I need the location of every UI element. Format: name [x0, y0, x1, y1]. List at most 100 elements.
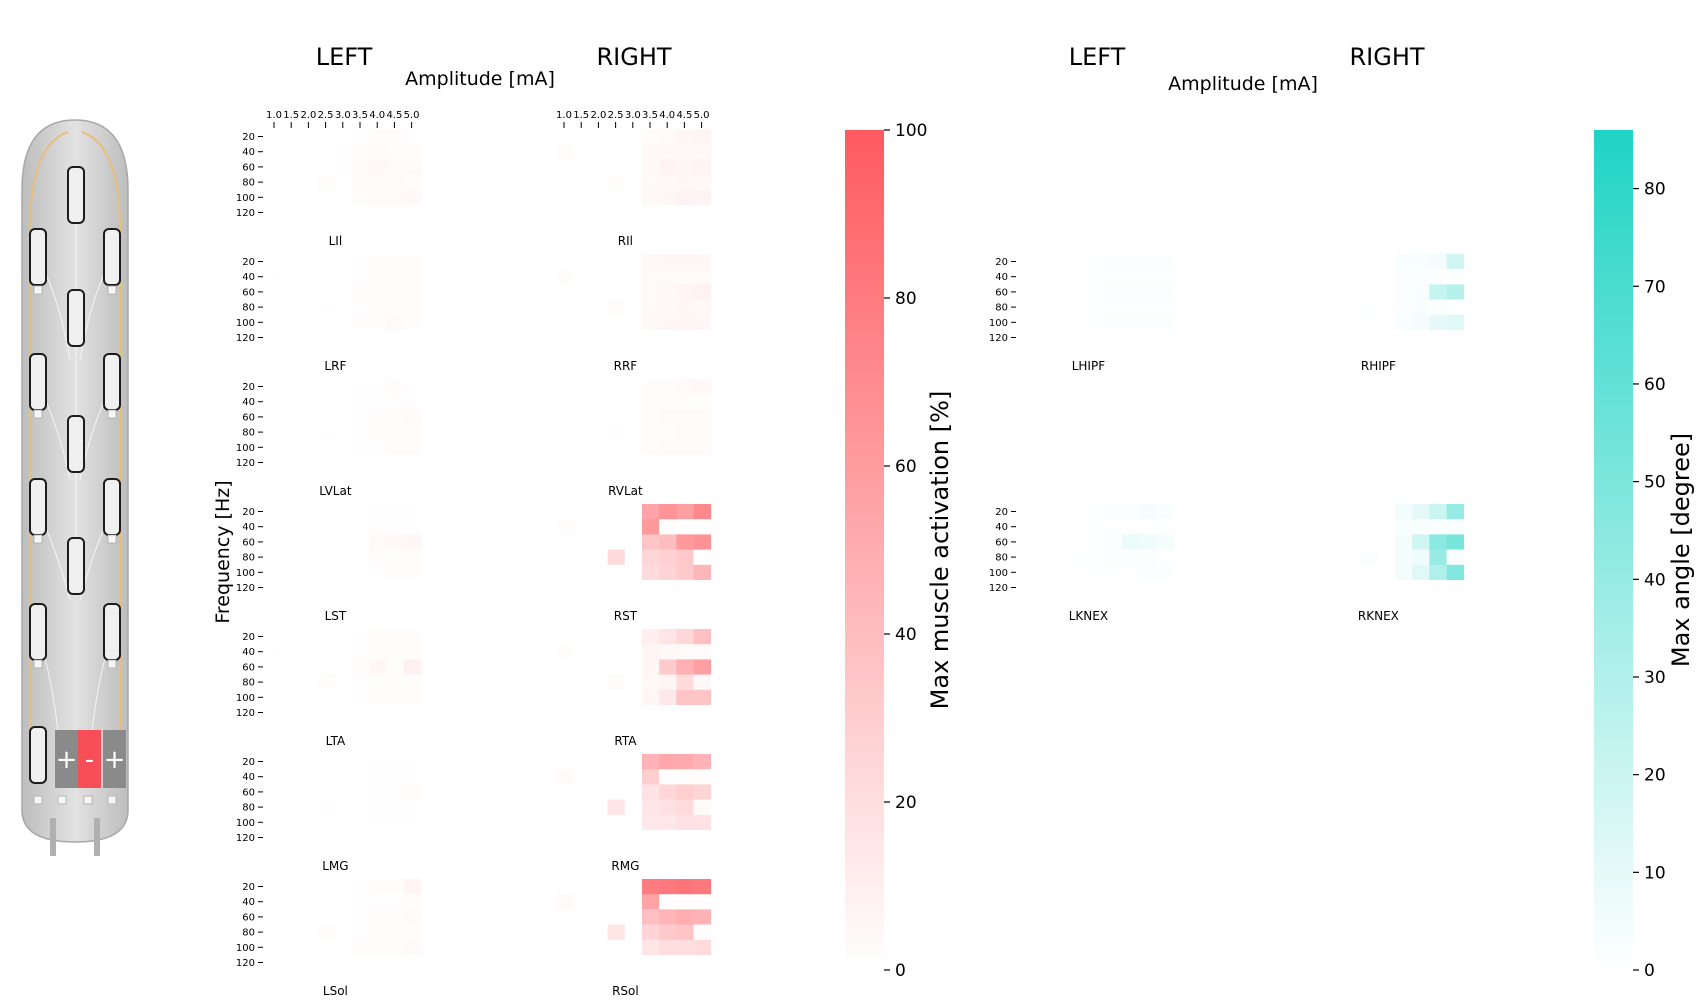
heatmap-cell — [334, 504, 353, 520]
heatmap-cell — [1139, 299, 1157, 316]
heatmap-cell — [624, 909, 643, 925]
heatmap-cell — [1156, 269, 1175, 285]
heatmap-cell — [334, 379, 353, 395]
heatmap-cell — [676, 799, 694, 816]
heatmap-cell — [556, 799, 574, 816]
heatmap-cell — [607, 549, 626, 566]
heatmap-cell — [300, 784, 318, 800]
heatmap-cell — [369, 189, 387, 206]
heatmap-cell — [386, 159, 404, 175]
heatmap-cell — [334, 284, 353, 300]
heatmap-cell — [642, 299, 660, 316]
heatmap-cell — [676, 784, 694, 800]
heatmap-cell — [659, 659, 677, 675]
heatmap-cell — [317, 394, 336, 410]
heatmap-cell — [1343, 269, 1361, 285]
heatmap-cell — [403, 394, 422, 410]
heatmap-cell — [607, 894, 626, 910]
frequency-tick-label: 120 — [236, 583, 255, 594]
heatmap-cell — [352, 284, 370, 300]
heatmap-cell — [573, 644, 591, 660]
heatmap-cell — [386, 564, 404, 581]
heatmap-cell — [642, 394, 660, 410]
heatmap-cell — [607, 519, 626, 535]
heatmap-cell — [1429, 314, 1447, 331]
heatmap-cell — [1019, 330, 1037, 346]
electrode-contact — [103, 478, 121, 536]
heatmap-cell — [676, 924, 694, 941]
heatmap-cell — [1070, 299, 1089, 316]
colorbar-tick-label: 70 — [1644, 277, 1666, 297]
heatmap-cell — [1395, 299, 1413, 316]
heatmap-cell — [659, 799, 677, 816]
heatmap-cell — [659, 129, 677, 145]
frequency-tick-label: 80 — [995, 303, 1008, 314]
heatmap-cell — [369, 799, 387, 816]
heatmap-RTA: RTA — [556, 629, 712, 748]
heatmap-cell — [573, 674, 591, 691]
heatmap-cell — [556, 659, 574, 675]
heatmap-cell — [317, 314, 336, 331]
heatmap-cell — [1139, 504, 1157, 520]
heatmap-cell — [607, 314, 626, 331]
heatmap-cell — [693, 814, 712, 831]
heatmap-cell — [352, 894, 370, 910]
heatmap-cell — [317, 814, 336, 831]
heatmap-cell — [642, 379, 660, 395]
heatmap-cell — [1377, 284, 1396, 300]
heatmap-cell — [334, 439, 353, 456]
heatmap-cell — [1446, 299, 1465, 316]
heatmap-cell — [556, 534, 574, 550]
heatmap-cell — [573, 284, 591, 300]
heatmap-cell — [607, 705, 626, 721]
heatmap-cell — [1139, 314, 1157, 331]
heatmap-cell — [1412, 284, 1430, 300]
heatmap-cell — [573, 909, 591, 925]
heatmap-cell — [266, 379, 284, 395]
heatmap-cell — [556, 284, 574, 300]
heatmap-cell — [1122, 504, 1140, 520]
frequency-tick-label: 120 — [236, 458, 255, 469]
heatmap-cell — [1122, 314, 1140, 331]
heatmap-cell — [334, 784, 353, 800]
heatmap-cell — [317, 769, 336, 785]
muscle-left-header: LEFT — [316, 43, 373, 71]
heatmap-cell — [403, 379, 422, 395]
heatmap-cell — [1105, 534, 1123, 550]
heatmap-cell — [369, 659, 387, 675]
heatmap-cell — [1105, 580, 1123, 596]
heatmap-cell — [693, 674, 712, 691]
heatmap-cell — [659, 674, 677, 691]
heatmap-cell — [352, 689, 370, 706]
heatmap-cell — [352, 159, 370, 175]
heatmap-cell — [590, 830, 608, 846]
heatmap-cell — [590, 269, 608, 285]
electrode-contact — [67, 166, 85, 224]
heatmap-cell — [1309, 549, 1327, 566]
heatmap-cell — [283, 769, 301, 785]
electrode-contact — [29, 353, 47, 411]
frequency-tick-label: 20 — [242, 382, 255, 393]
heatmap-cell — [607, 269, 626, 285]
heatmap-cell — [556, 504, 574, 520]
colorbar-tick-label: 0 — [895, 961, 906, 981]
frequency-tick-label: 40 — [995, 272, 1008, 283]
heatmap-cell — [283, 519, 301, 535]
heatmap-cell — [266, 129, 284, 145]
heatmap-label: LRF — [324, 359, 346, 373]
heatmap-cell — [556, 564, 574, 581]
heatmap-cell — [386, 394, 404, 410]
heatmap-label: RRF — [614, 359, 638, 373]
heatmap-cell — [1139, 284, 1157, 300]
heatmap-cell — [556, 580, 574, 596]
heatmap-cell — [1087, 254, 1106, 270]
heatmap-cell — [607, 379, 626, 395]
heatmap-cell — [607, 144, 626, 160]
heatmap-cell — [1156, 299, 1175, 316]
heatmap-label: LST — [325, 609, 347, 623]
heatmap-cell — [283, 424, 301, 441]
heatmap-cell — [693, 299, 712, 316]
heatmap-cell — [1395, 330, 1413, 346]
frequency-tick-label: 40 — [995, 522, 1008, 533]
heatmap-cell — [642, 705, 660, 721]
